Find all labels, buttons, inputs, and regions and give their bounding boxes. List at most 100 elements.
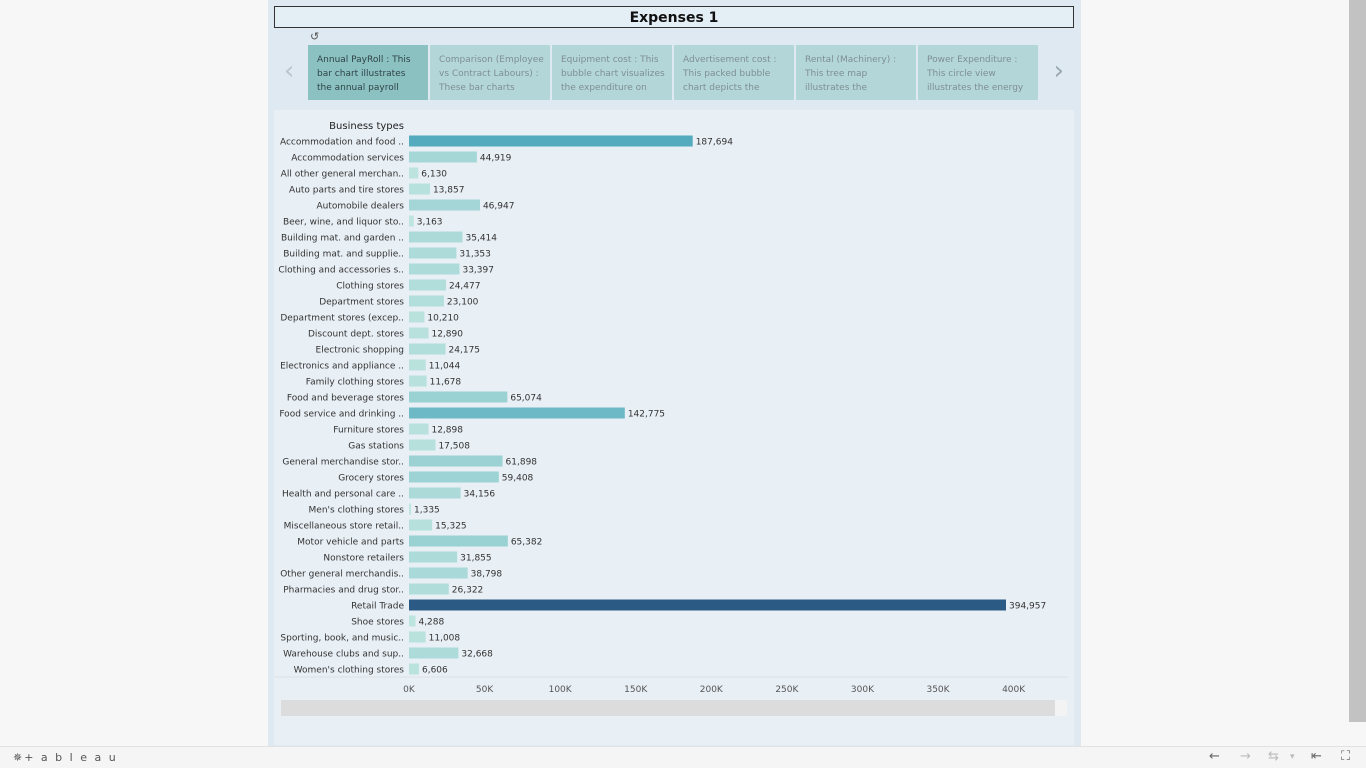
story-point-rental[interactable]: Rental (Machinery) : This tree map illus… [796, 45, 916, 100]
x-tick-label: 250K [775, 685, 799, 695]
story-point-label: Advertisement cost : This packed bubble … [683, 55, 777, 93]
dashboard-title-box: Expenses 1 [274, 6, 1074, 28]
story-point-advertisement-cost[interactable]: Advertisement cost : This packed bubble … [674, 45, 794, 100]
category-label: Electronic shopping [316, 346, 404, 356]
bar-value-label: 26,322 [452, 586, 484, 596]
x-tick-label: 0K [403, 685, 416, 695]
bar[interactable] [409, 663, 419, 675]
bar[interactable] [409, 423, 429, 435]
bar-value-label: 13,857 [433, 186, 465, 196]
bar[interactable] [409, 311, 425, 323]
bar[interactable] [409, 583, 449, 595]
category-label: Furniture stores [333, 426, 404, 436]
category-label: Electronics and appliance .. [280, 362, 404, 372]
horizontal-scrollbar[interactable] [281, 700, 1055, 716]
dashboard-title: Expenses 1 [629, 10, 719, 26]
category-label: Accommodation and food .. [280, 138, 404, 148]
category-label: Department stores [319, 298, 404, 308]
story-point-label: Power Expenditure : This circle view ill… [927, 55, 1024, 93]
category-label: Nonstore retailers [323, 554, 404, 564]
bar-value-label: 32,668 [461, 650, 493, 660]
reset-button[interactable]: ⇤ [1311, 749, 1322, 764]
undo-button[interactable]: ← [1209, 749, 1220, 764]
bar[interactable] [409, 631, 426, 643]
bar-value-label: 15,325 [435, 522, 467, 532]
bar-value-label: 65,382 [511, 538, 543, 548]
bar[interactable] [409, 135, 693, 147]
bar[interactable] [409, 439, 436, 451]
bar[interactable] [409, 167, 419, 179]
bar-value-label: 23,100 [447, 298, 479, 308]
x-tick-label: 100K [549, 685, 573, 695]
bar[interactable] [409, 199, 480, 211]
bar[interactable] [409, 599, 1006, 611]
bar-value-label: 24,477 [449, 282, 481, 292]
bar[interactable] [409, 215, 414, 227]
category-label: Warehouse clubs and sup.. [283, 650, 404, 660]
bar[interactable] [409, 359, 426, 371]
chevron-right-icon[interactable]: › [1053, 56, 1064, 86]
bar[interactable] [409, 343, 446, 355]
category-label: Food service and drinking .. [279, 410, 404, 420]
bar-value-label: 394,957 [1009, 602, 1046, 612]
bar-value-label: 11,008 [429, 634, 461, 644]
bar[interactable] [409, 535, 508, 547]
bar[interactable] [409, 391, 508, 403]
bar-value-label: 6,606 [422, 666, 448, 676]
story-point-equipment-cost[interactable]: Equipment cost : This bubble chart visua… [552, 45, 672, 100]
revert-menu-chevron-icon[interactable]: ▾ [1290, 752, 1295, 762]
bar[interactable] [409, 519, 433, 531]
bar[interactable] [409, 471, 499, 483]
category-label: Automobile dealers [317, 202, 405, 212]
bar[interactable] [409, 327, 429, 339]
bar[interactable] [409, 551, 458, 563]
bar[interactable] [409, 231, 463, 243]
bar[interactable] [409, 487, 461, 499]
story-point-annual-payroll[interactable]: Annual PayRoll : This bar chart illustra… [308, 45, 428, 100]
bar[interactable] [409, 455, 503, 467]
story-point-power-expenditure[interactable]: Power Expenditure : This circle view ill… [918, 45, 1038, 100]
category-label: Grocery stores [338, 474, 404, 484]
revert-button[interactable]: ⇆ [1268, 749, 1279, 764]
scrollbar-corner [1055, 700, 1067, 716]
tableau-logo: ✵+ a b l e a u [13, 751, 118, 764]
story-point-comparison[interactable]: Comparison (Employee vs Contract Labours… [430, 45, 550, 100]
bar[interactable] [409, 183, 430, 195]
bar[interactable] [409, 247, 457, 259]
bar[interactable] [409, 295, 444, 307]
bar-value-label: 65,074 [510, 394, 542, 404]
bar[interactable] [409, 567, 468, 579]
revert-icon[interactable]: ↺ [310, 30, 320, 43]
bar[interactable] [409, 615, 416, 627]
page-scrollbar[interactable] [1349, 0, 1366, 722]
chevron-left-icon[interactable]: ‹ [284, 56, 295, 86]
category-label: Other general merchandis.. [280, 570, 404, 580]
bar-value-label: 142,775 [628, 410, 665, 420]
redo-button[interactable]: → [1240, 749, 1251, 764]
x-tick-label: 350K [926, 685, 950, 695]
bar-value-label: 44,919 [480, 154, 512, 164]
bar[interactable] [409, 151, 477, 163]
category-label: Women's clothing stores [294, 666, 405, 676]
fullscreen-button[interactable]: ⛶ [1341, 749, 1351, 764]
bar-value-label: 33,397 [462, 266, 494, 276]
story-point-label: Equipment cost : This bubble chart visua… [561, 55, 665, 93]
bar[interactable] [409, 263, 460, 275]
category-label: Motor vehicle and parts [297, 538, 404, 548]
category-label: Miscellaneous store retail.. [284, 522, 404, 532]
bar[interactable] [409, 279, 446, 291]
bar-value-label: 46,947 [483, 202, 515, 212]
bar-value-label: 35,414 [466, 234, 498, 244]
category-label: Building mat. and garden .. [281, 234, 404, 244]
bar-value-label: 34,156 [464, 490, 496, 500]
story-point-label: Comparison (Employee vs Contract Labours… [439, 55, 544, 93]
bar-value-label: 59,408 [502, 474, 534, 484]
bar[interactable] [409, 375, 427, 387]
bar-value-label: 11,044 [429, 362, 461, 372]
bar[interactable] [409, 503, 412, 515]
category-label: Accommodation services [291, 154, 404, 164]
bar[interactable] [409, 647, 459, 659]
bar-value-label: 38,798 [471, 570, 503, 580]
bar[interactable] [409, 407, 625, 419]
category-label: Sporting, book, and music.. [280, 634, 404, 644]
